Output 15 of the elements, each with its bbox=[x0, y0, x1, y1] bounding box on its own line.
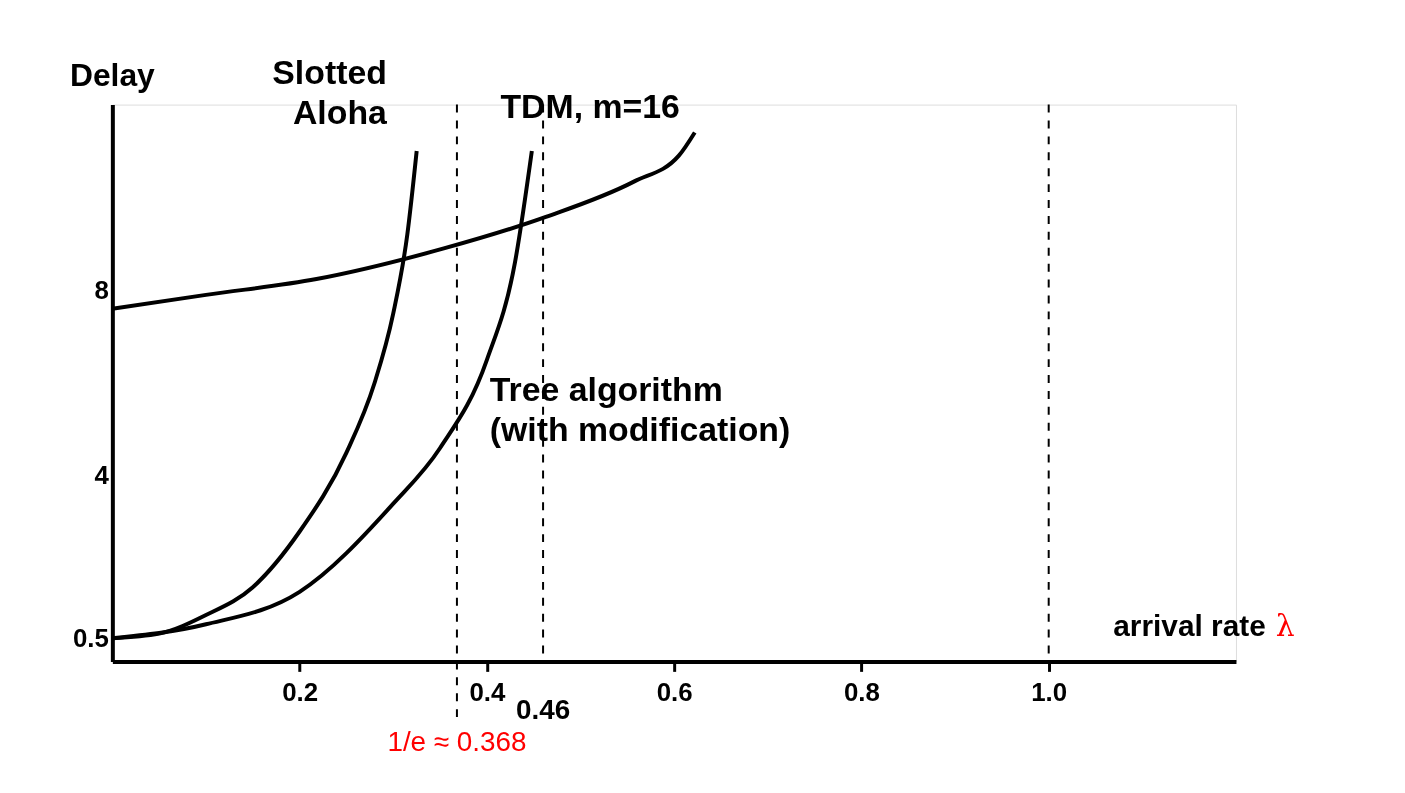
x-axis-title: arrival rate λ bbox=[1113, 607, 1295, 643]
ref-line-label: 0.46 bbox=[515, 694, 571, 726]
series-label: Tree algorithm (with modification) bbox=[489, 370, 791, 449]
x-tick-label: 0.2 bbox=[282, 677, 319, 706]
series-label: TDM, m=16 bbox=[500, 86, 680, 125]
y-axis-title: Delay bbox=[69, 56, 156, 93]
x-tick-label: 1.0 bbox=[1031, 677, 1068, 706]
y-tick-label: 4 bbox=[94, 461, 110, 490]
y-tick-label: 0.5 bbox=[72, 623, 109, 652]
x-tick-label: 0.8 bbox=[843, 677, 880, 706]
x-tick-label: 0.4 bbox=[469, 677, 506, 706]
x-tick-label: 0.6 bbox=[656, 677, 693, 706]
ref-line-label: 1/e ≈ 0.368 bbox=[387, 725, 527, 757]
y-tick-label: 8 bbox=[94, 275, 109, 304]
series-label: Slotted Aloha bbox=[272, 53, 389, 132]
